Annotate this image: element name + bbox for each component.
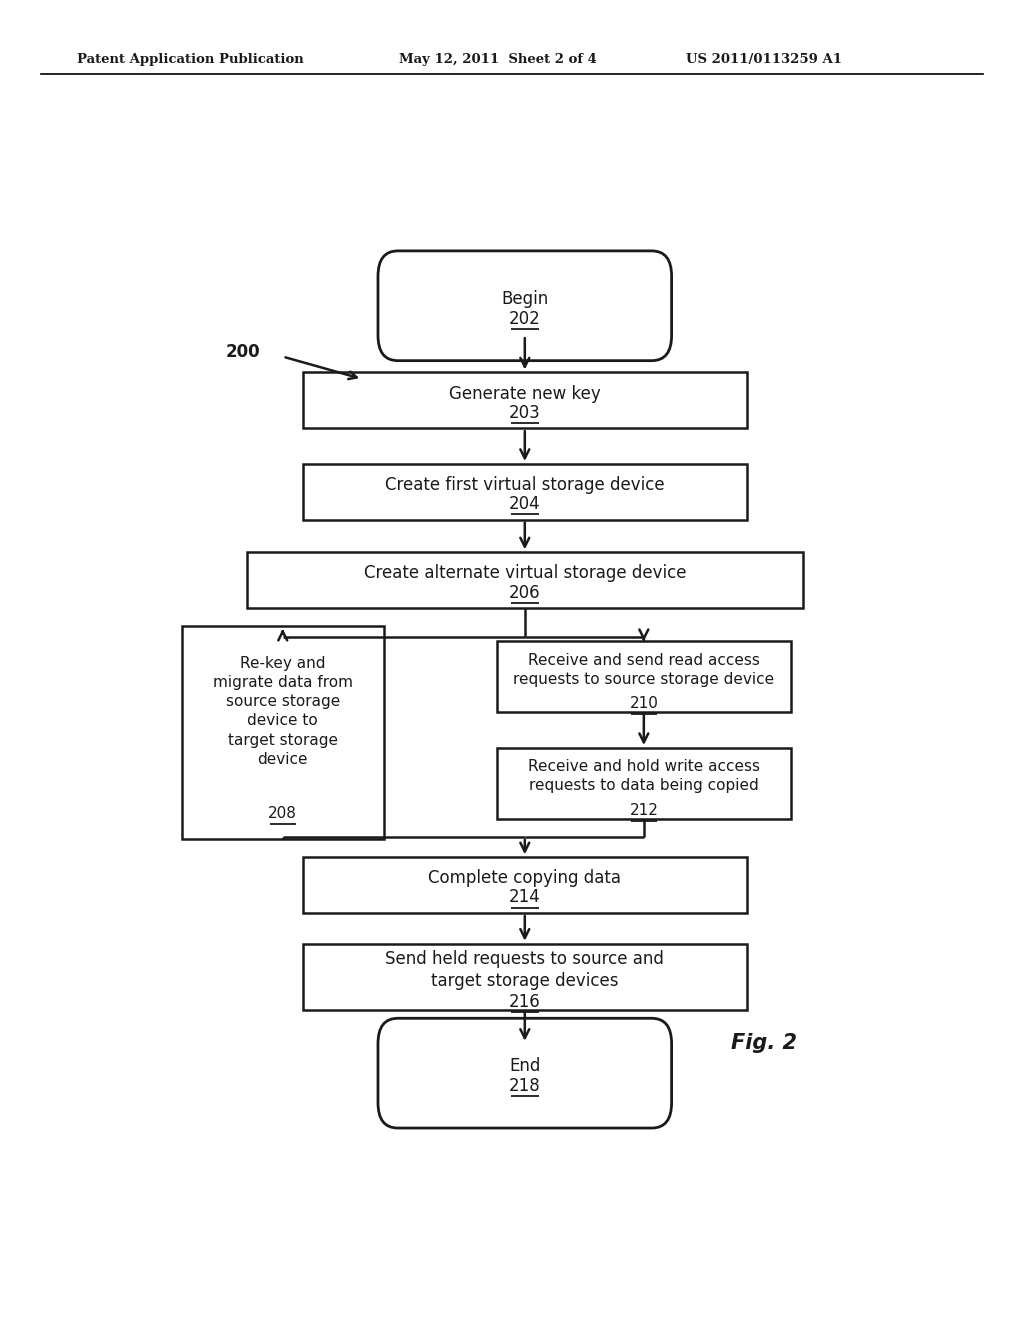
- Text: Receive and hold write access
requests to data being copied: Receive and hold write access requests t…: [527, 759, 760, 793]
- Text: 202: 202: [509, 310, 541, 327]
- Text: Create first virtual storage device: Create first virtual storage device: [385, 477, 665, 494]
- FancyBboxPatch shape: [497, 642, 791, 713]
- FancyBboxPatch shape: [181, 626, 384, 840]
- Text: End: End: [509, 1057, 541, 1074]
- Text: 216: 216: [509, 993, 541, 1011]
- Text: Receive and send read access
requests to source storage device: Receive and send read access requests to…: [513, 652, 774, 686]
- FancyBboxPatch shape: [303, 857, 748, 913]
- FancyBboxPatch shape: [378, 1018, 672, 1129]
- Text: Send held requests to source and
target storage devices: Send held requests to source and target …: [385, 949, 665, 990]
- Text: 212: 212: [630, 803, 658, 818]
- Text: 214: 214: [509, 888, 541, 907]
- FancyBboxPatch shape: [378, 251, 672, 360]
- Text: 200: 200: [225, 342, 260, 360]
- Text: 218: 218: [509, 1077, 541, 1096]
- Text: 208: 208: [268, 807, 297, 821]
- Text: Fig. 2: Fig. 2: [731, 1032, 797, 1052]
- FancyBboxPatch shape: [247, 552, 803, 609]
- Text: 203: 203: [509, 404, 541, 421]
- Text: Re-key and
migrate data from
source storage
device to
target storage
device: Re-key and migrate data from source stor…: [213, 656, 352, 767]
- Text: US 2011/0113259 A1: US 2011/0113259 A1: [686, 53, 842, 66]
- FancyBboxPatch shape: [303, 372, 748, 428]
- Text: 210: 210: [630, 697, 658, 711]
- Text: Generate new key: Generate new key: [449, 384, 601, 403]
- Text: 206: 206: [509, 583, 541, 602]
- Text: Create alternate virtual storage device: Create alternate virtual storage device: [364, 565, 686, 582]
- Text: Begin: Begin: [501, 289, 549, 308]
- Text: May 12, 2011  Sheet 2 of 4: May 12, 2011 Sheet 2 of 4: [399, 53, 597, 66]
- FancyBboxPatch shape: [303, 463, 748, 520]
- FancyBboxPatch shape: [303, 944, 748, 1010]
- Text: 204: 204: [509, 495, 541, 513]
- FancyBboxPatch shape: [497, 748, 791, 818]
- Text: Patent Application Publication: Patent Application Publication: [77, 53, 303, 66]
- Text: Complete copying data: Complete copying data: [428, 870, 622, 887]
